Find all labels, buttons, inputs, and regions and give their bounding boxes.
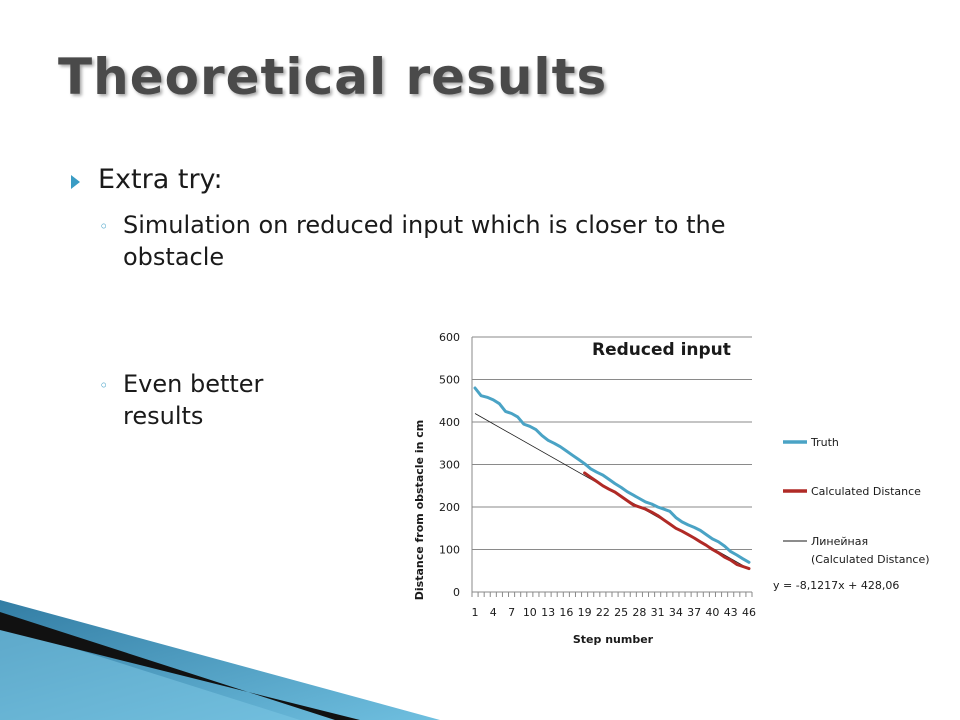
x-tick-label: 43 [724, 606, 738, 619]
x-tick-label: 7 [508, 606, 515, 619]
y-tick-label: 300 [439, 459, 460, 472]
sub-bullet-line: Even better [123, 370, 264, 398]
y-tick-label: 100 [439, 544, 460, 557]
x-tick-label: 19 [578, 606, 592, 619]
x-tick-label: 31 [651, 606, 665, 619]
legend-label-trendline: Линейная [811, 535, 868, 548]
data-series [473, 386, 751, 571]
sub-bullet-line: results [123, 402, 204, 430]
x-tick-label: 4 [490, 606, 497, 619]
y-tick-labels: 0 100 200 300 400 500 600 [439, 331, 460, 599]
legend-label-calculated: Calculated Distance [811, 485, 921, 498]
x-tick-label: 40 [705, 606, 719, 619]
x-tick-label: 25 [614, 606, 628, 619]
grid-lines [471, 336, 753, 597]
series-line-truth [473, 386, 751, 564]
series-line-calculated-distance [583, 471, 751, 571]
sub-bullet-line: obstacle [123, 243, 225, 271]
x-tick-labels: 1 4 7 10 13 16 19 22 25 28 31 34 37 40 43 46 [472, 606, 756, 619]
chart-legend: Truth Calculated Distance Линейная (Calc… [773, 436, 930, 592]
ring-bullet-icon: ◦ [99, 217, 109, 236]
x-axis-title: Step number [573, 633, 654, 646]
legend-label-truth: Truth [810, 436, 839, 449]
x-tick-label: 10 [523, 606, 537, 619]
y-tick-label: 600 [439, 331, 460, 344]
x-tick-label: 34 [669, 606, 683, 619]
triangle-bullet-icon [71, 175, 80, 189]
legend-label-trendline-2: (Calculated Distance) [811, 553, 930, 566]
slide-title: Theoretical results [58, 48, 608, 106]
x-tick-label: 28 [632, 606, 646, 619]
chart-title: Reduced input [592, 340, 731, 360]
x-tick-label: 13 [541, 606, 555, 619]
bullet-text: Extra try: [98, 164, 223, 195]
y-tick-label: 200 [439, 501, 460, 514]
y-axis-title: Distance from obstacle in cm [413, 420, 426, 601]
bullet-extra-try: Extra try: [71, 164, 223, 195]
x-tick-label: 37 [687, 606, 701, 619]
x-tick-label: 1 [472, 606, 479, 619]
x-tick-label: 46 [742, 606, 756, 619]
x-tick-label: 22 [596, 606, 610, 619]
reduced-input-chart: 0 100 200 300 400 500 600 1 4 7 10 13 16 19 22 25 28 31 3… [413, 331, 930, 646]
y-tick-label: 0 [453, 586, 460, 599]
y-tick-label: 500 [439, 374, 460, 387]
y-tick-label: 400 [439, 416, 460, 429]
ring-bullet-icon: ◦ [99, 376, 109, 395]
sub-bullet-better-results: ◦ Even better results [99, 368, 264, 432]
x-tick-label: 16 [559, 606, 573, 619]
sub-bullet-simulation: ◦ Simulation on reduced input which is c… [99, 209, 726, 273]
trendline-equation: y = -8,1217x + 428,06 [773, 579, 899, 592]
sub-bullet-line: Simulation on reduced input which is clo… [123, 211, 726, 239]
